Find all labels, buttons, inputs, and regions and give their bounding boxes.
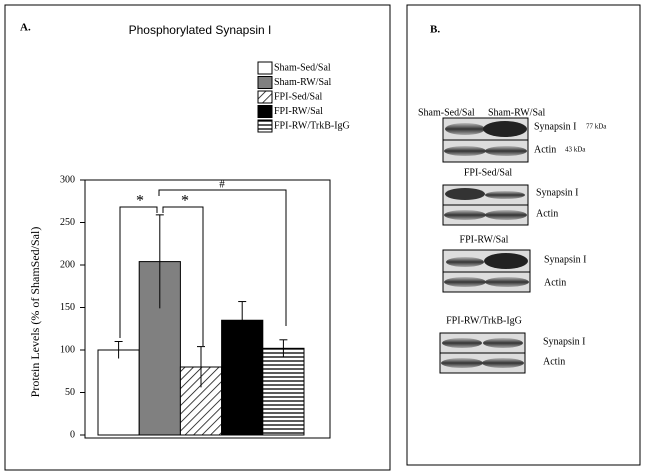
legend-label: FPI-RW/TrkB-IgG	[274, 120, 350, 131]
annotation: #	[219, 179, 225, 191]
row-label: Synapsin I	[536, 187, 579, 198]
legend-label: Sham-Sed/Sal	[274, 62, 331, 73]
row-label: Synapsin I	[534, 121, 577, 132]
bar	[97, 349, 140, 436]
row-label: Synapsin I	[544, 254, 587, 265]
y-tick-label: 0	[70, 429, 75, 440]
group-title: FPI-RW/TrkB-IgG	[446, 315, 522, 326]
plot-frame	[84, 179, 331, 439]
y-axis-label: Protein Levels (% of ShamSed/Sal)	[28, 227, 42, 398]
row-label: Actin	[544, 277, 566, 288]
group-title: FPI-Sed/Sal	[464, 167, 513, 178]
bar	[221, 319, 264, 436]
panel-label: A.	[20, 22, 31, 34]
y-tick-label: 300	[60, 174, 75, 185]
chart-title: Phosphorylated Synapsin I	[129, 23, 272, 37]
y-tick-label: 50	[65, 387, 75, 398]
legend-swatch	[257, 119, 273, 133]
size-label: 77 kDa	[586, 123, 607, 131]
legend-swatch	[257, 76, 273, 89]
panel-b-frame	[406, 4, 641, 466]
bracket	[158, 189, 287, 326]
lane-label: Sham-Sed/Sal	[418, 107, 475, 118]
row-label: Actin	[536, 208, 558, 219]
legend-swatch	[257, 61, 273, 75]
panel-a-frame	[4, 4, 391, 471]
legend-swatch	[257, 105, 273, 118]
legend-label: FPI-Sed/Sal	[274, 91, 323, 102]
y-tick-label: 250	[60, 217, 75, 228]
row-label: Actin	[543, 356, 565, 367]
row-label: Synapsin I	[543, 336, 586, 347]
y-tick-label: 100	[60, 344, 75, 355]
legend-label: FPI-RW/Sal	[274, 106, 323, 117]
blots	[439, 117, 531, 374]
lane-label: Sham-RW/Sal	[488, 107, 545, 118]
legend-label: Sham-RW/Sal	[274, 77, 331, 88]
y-tick-label: 200	[60, 259, 75, 270]
annotation: *	[181, 193, 189, 210]
y-tick-label: 150	[60, 302, 75, 313]
group-title: FPI-RW/Sal	[460, 234, 509, 245]
bracket	[119, 206, 158, 338]
legend-swatch	[257, 90, 273, 104]
panel-label: B.	[430, 24, 440, 36]
bracket	[162, 206, 204, 346]
bar	[262, 347, 305, 436]
size-label: 43 kDa	[565, 146, 586, 154]
row-label: Actin	[534, 144, 556, 155]
annotation: *	[136, 193, 144, 210]
